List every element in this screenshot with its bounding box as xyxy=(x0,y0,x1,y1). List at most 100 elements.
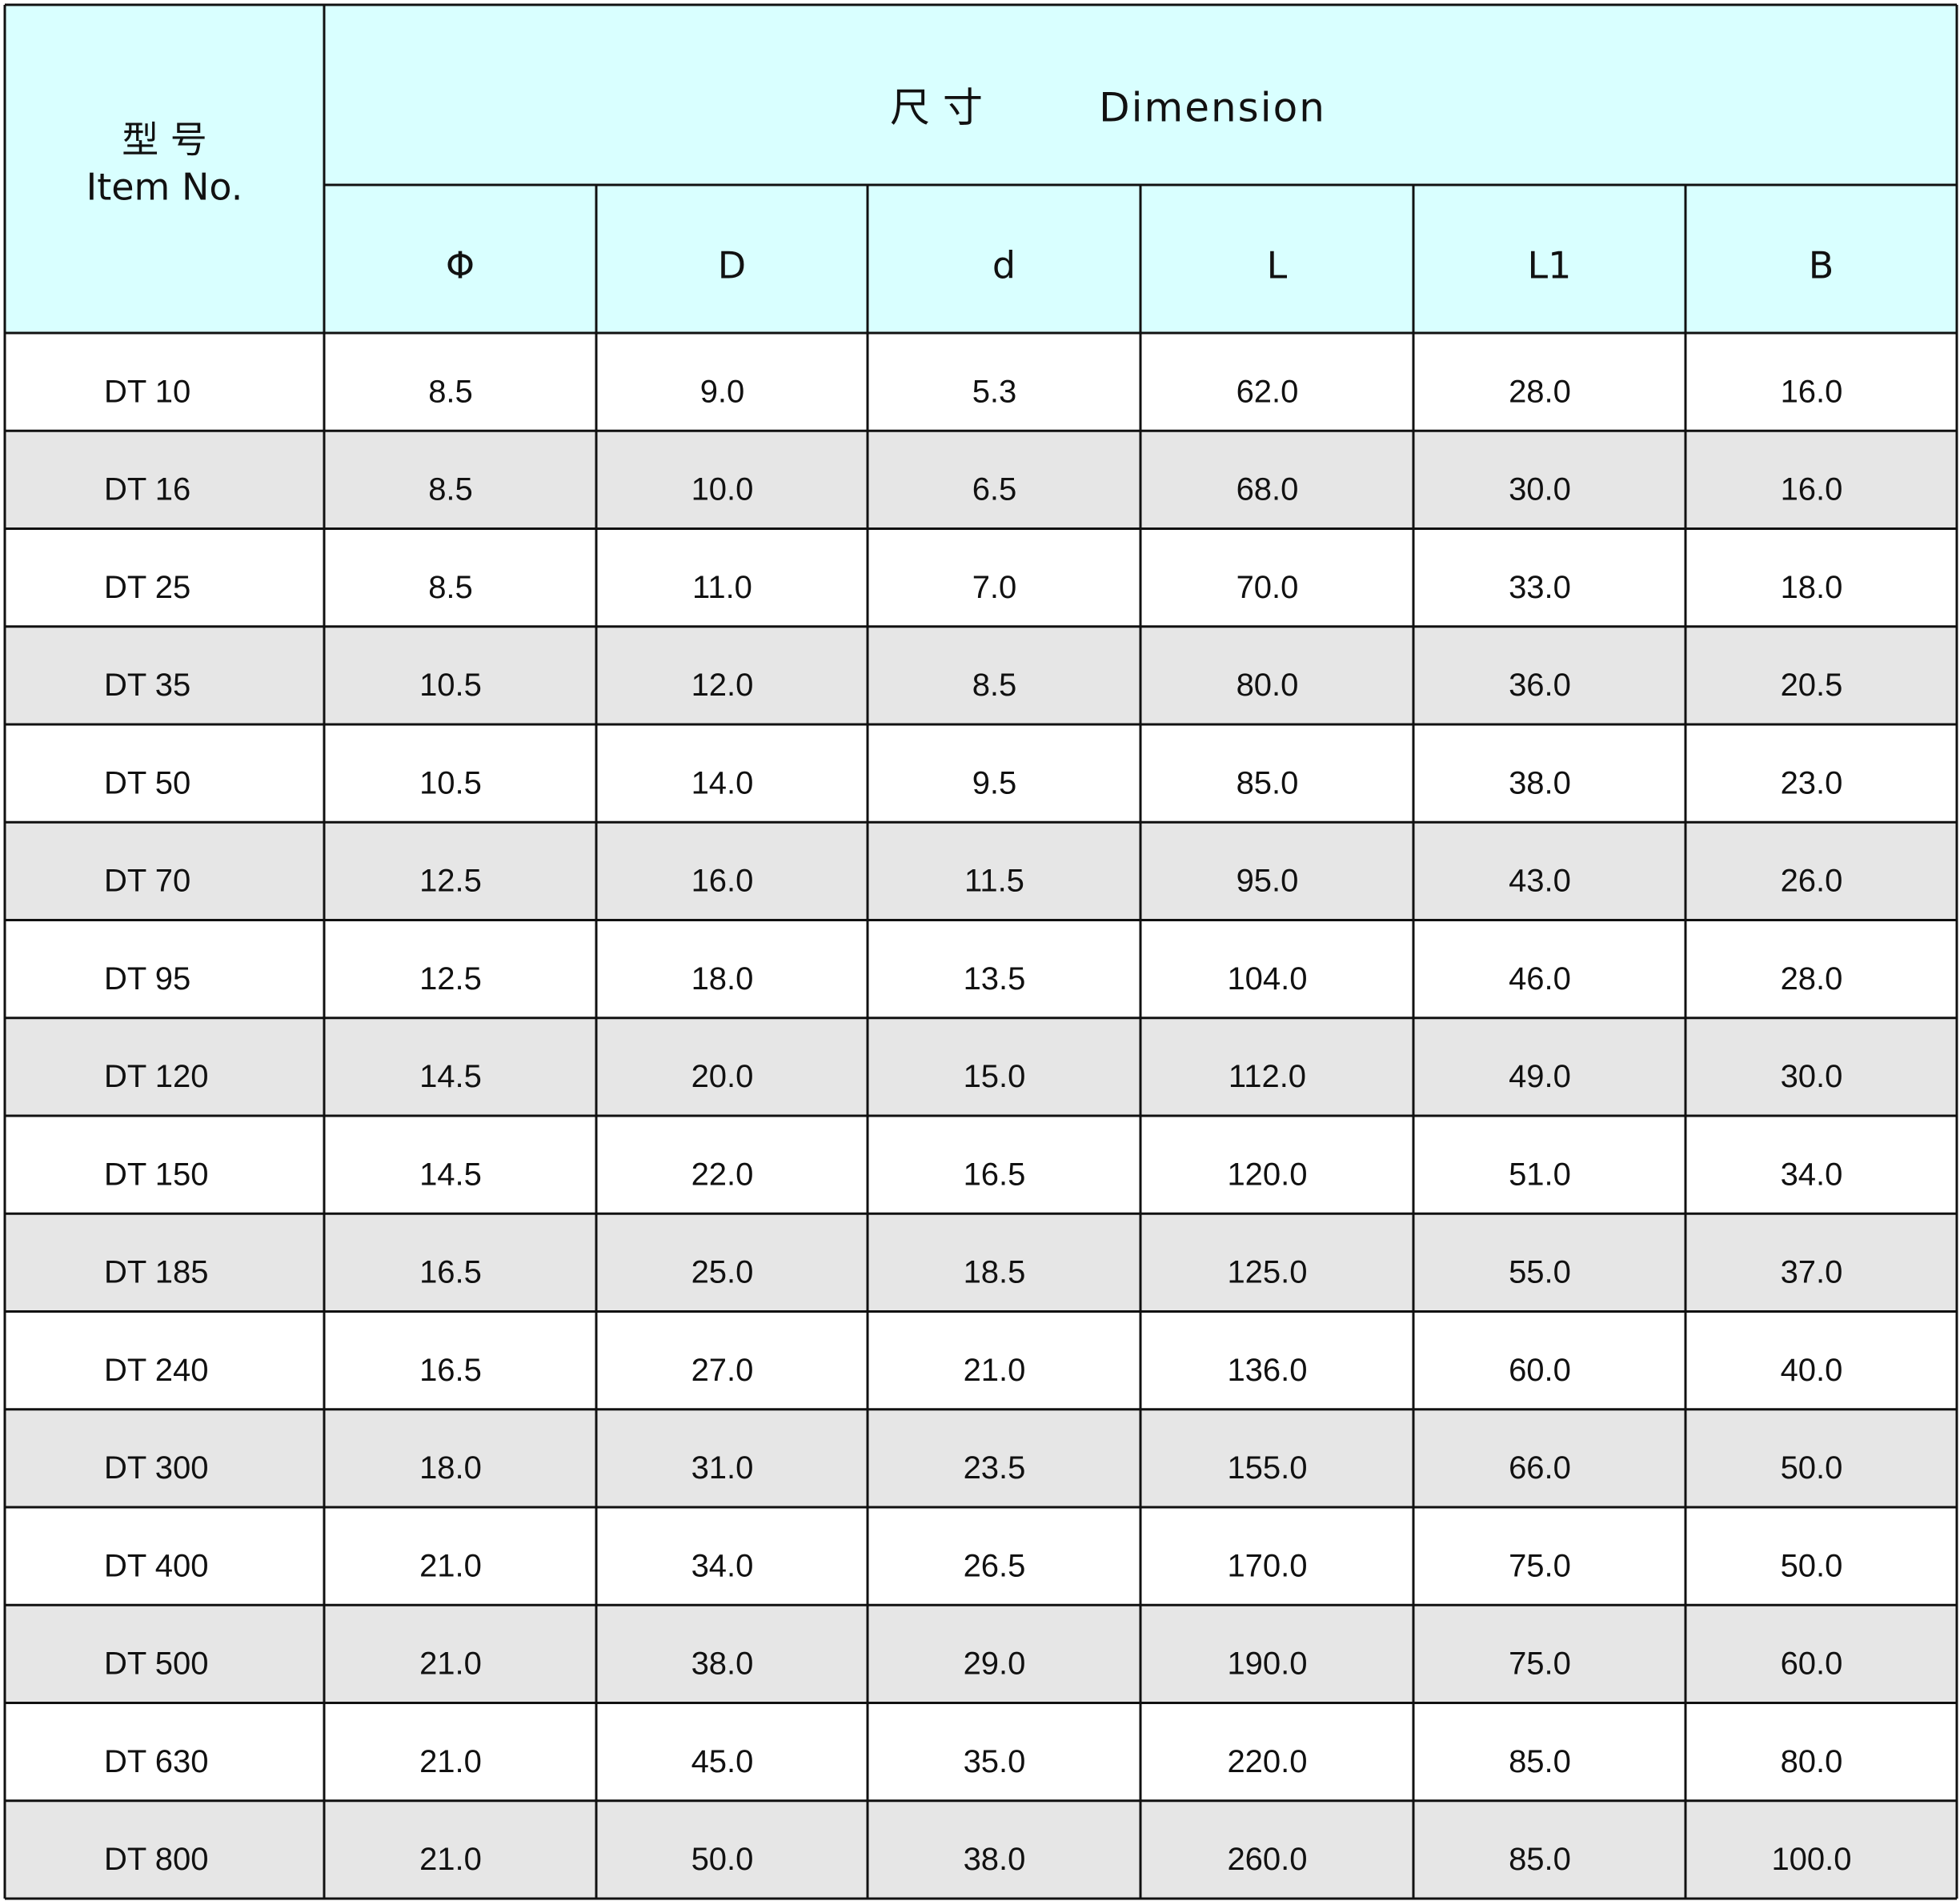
value-cell: 46.0 xyxy=(1509,961,1571,997)
value-cell: 5.3 xyxy=(972,374,1017,409)
column-header: Φ xyxy=(446,244,475,287)
row-bg xyxy=(5,920,1957,1018)
item-cell: DT 50 xyxy=(104,765,190,800)
row-bg xyxy=(5,1507,1957,1606)
column-header: B xyxy=(1809,244,1834,287)
value-cell: 220.0 xyxy=(1227,1744,1307,1779)
value-cell: 16.5 xyxy=(964,1157,1026,1192)
value-cell: 12.5 xyxy=(419,864,482,899)
value-cell: 20.5 xyxy=(1781,668,1843,703)
value-cell: 30.0 xyxy=(1509,472,1571,507)
row-bg xyxy=(5,1702,1957,1801)
value-cell: 7.0 xyxy=(972,570,1017,605)
value-cell: 112.0 xyxy=(1229,1059,1306,1094)
value-cell: 8.5 xyxy=(972,668,1017,703)
value-cell: 170.0 xyxy=(1227,1548,1307,1583)
value-cell: 25.0 xyxy=(691,1255,754,1290)
value-cell: 49.0 xyxy=(1509,1059,1571,1094)
value-cell: 23.0 xyxy=(1781,765,1843,800)
value-cell: 23.5 xyxy=(964,1450,1026,1486)
value-cell: 29.0 xyxy=(964,1646,1026,1682)
value-cell: 85.0 xyxy=(1509,1842,1571,1877)
row-bg xyxy=(5,1213,1957,1312)
item-cell: DT 300 xyxy=(104,1450,208,1486)
value-cell: 18.5 xyxy=(964,1255,1026,1290)
value-cell: 28.0 xyxy=(1509,374,1571,409)
value-cell: 18.0 xyxy=(691,961,754,997)
row-bg xyxy=(5,1409,1957,1507)
value-cell: 12.5 xyxy=(419,961,482,997)
value-cell: 85.0 xyxy=(1237,765,1299,800)
item-cell: DT 70 xyxy=(104,864,190,899)
value-cell: 21.0 xyxy=(419,1646,482,1682)
value-cell: 95.0 xyxy=(1237,864,1299,899)
item-cell: DT 35 xyxy=(104,668,190,703)
value-cell: 60.0 xyxy=(1509,1353,1571,1388)
value-cell: 28.0 xyxy=(1781,961,1843,997)
value-cell: 45.0 xyxy=(691,1744,754,1779)
value-cell: 27.0 xyxy=(691,1353,754,1388)
value-cell: 22.0 xyxy=(691,1157,754,1192)
value-cell: 11.0 xyxy=(692,570,752,605)
value-cell: 10.5 xyxy=(419,765,482,800)
dimension-header-en: Dimension xyxy=(1099,85,1326,131)
value-cell: 100.0 xyxy=(1771,1842,1851,1877)
value-cell: 34.0 xyxy=(691,1548,754,1583)
value-cell: 16.0 xyxy=(1781,472,1843,507)
item-cell: DT 25 xyxy=(104,570,190,605)
value-cell: 30.0 xyxy=(1781,1059,1843,1094)
value-cell: 43.0 xyxy=(1509,864,1571,899)
value-cell: 16.5 xyxy=(419,1353,482,1388)
value-cell: 18.0 xyxy=(1781,570,1843,605)
value-cell: 120.0 xyxy=(1227,1157,1307,1192)
item-cell: DT 16 xyxy=(104,472,190,507)
value-cell: 9.5 xyxy=(972,765,1017,800)
row-bg xyxy=(5,333,1957,431)
value-cell: 34.0 xyxy=(1781,1157,1843,1192)
value-cell: 80.0 xyxy=(1237,668,1299,703)
value-cell: 10.0 xyxy=(691,472,754,507)
item-cell: DT 500 xyxy=(104,1646,208,1682)
value-cell: 155.0 xyxy=(1227,1450,1307,1486)
row-bg xyxy=(5,1800,1957,1899)
value-cell: 15.0 xyxy=(964,1059,1026,1094)
value-cell: 55.0 xyxy=(1509,1255,1571,1290)
value-cell: 8.5 xyxy=(428,472,473,507)
value-cell: 16.5 xyxy=(419,1255,482,1290)
value-cell: 104.0 xyxy=(1227,961,1307,997)
value-cell: 40.0 xyxy=(1781,1353,1843,1388)
row-bg xyxy=(5,1311,1957,1410)
value-cell: 8.5 xyxy=(428,374,473,409)
value-cell: 38.0 xyxy=(964,1842,1026,1877)
value-cell: 60.0 xyxy=(1781,1646,1843,1682)
item-header-cn: 型 号 xyxy=(122,118,207,162)
value-cell: 33.0 xyxy=(1509,570,1571,605)
value-cell: 21.0 xyxy=(419,1548,482,1583)
value-cell: 50.0 xyxy=(691,1842,754,1877)
value-cell: 14.5 xyxy=(419,1059,482,1094)
value-cell: 11.5 xyxy=(964,864,1024,899)
value-cell: 37.0 xyxy=(1781,1255,1843,1290)
item-cell: DT 185 xyxy=(104,1255,208,1290)
item-cell: DT 150 xyxy=(104,1157,208,1192)
item-cell: DT 120 xyxy=(104,1059,208,1094)
value-cell: 16.0 xyxy=(1781,374,1843,409)
value-cell: 20.0 xyxy=(691,1059,754,1094)
column-header: L1 xyxy=(1528,244,1572,287)
value-cell: 14.0 xyxy=(691,765,754,800)
item-cell: DT 10 xyxy=(104,374,190,409)
row-bg xyxy=(5,1605,1957,1703)
value-cell: 18.0 xyxy=(419,1450,482,1486)
value-cell: 21.0 xyxy=(419,1744,482,1779)
value-cell: 31.0 xyxy=(691,1450,754,1486)
value-cell: 36.0 xyxy=(1509,668,1571,703)
item-cell: DT 800 xyxy=(104,1842,208,1877)
item-cell: DT 630 xyxy=(104,1744,208,1779)
value-cell: 9.0 xyxy=(700,374,745,409)
value-cell: 26.5 xyxy=(964,1548,1026,1583)
value-cell: 38.0 xyxy=(1509,765,1571,800)
value-cell: 38.0 xyxy=(691,1646,754,1682)
value-cell: 35.0 xyxy=(964,1744,1026,1779)
value-cell: 16.0 xyxy=(691,864,754,899)
